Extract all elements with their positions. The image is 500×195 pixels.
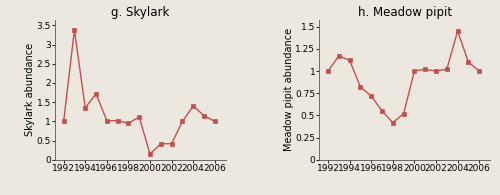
Title: g. Skylark: g. Skylark: [111, 6, 170, 20]
Title: h. Meadow pipit: h. Meadow pipit: [358, 6, 452, 20]
Y-axis label: Meadow pipit abundance: Meadow pipit abundance: [284, 28, 294, 151]
Y-axis label: Skylark abundance: Skylark abundance: [25, 43, 35, 136]
